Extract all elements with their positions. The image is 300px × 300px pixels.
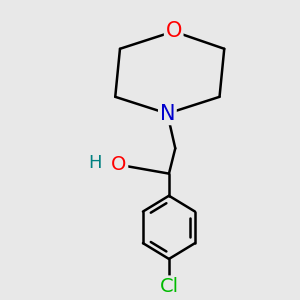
Text: O: O [166, 21, 182, 41]
Text: Cl: Cl [159, 277, 178, 296]
Text: H: H [88, 154, 101, 172]
Text: N: N [160, 103, 175, 124]
Text: O: O [111, 154, 127, 174]
